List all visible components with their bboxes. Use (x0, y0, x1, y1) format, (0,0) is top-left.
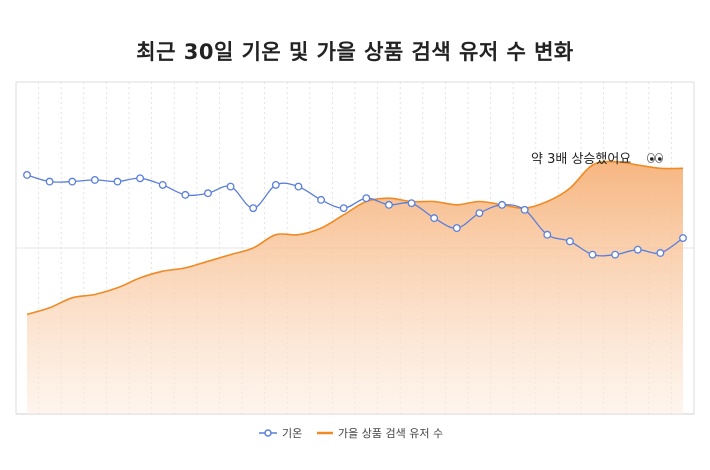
temperature-point[interactable] (633, 245, 642, 254)
temperature-point[interactable] (475, 209, 484, 218)
annotation: 약 3배 상승했어요 (531, 151, 664, 167)
temperature-point[interactable] (407, 199, 416, 208)
temperature-point[interactable] (679, 234, 687, 242)
temperature-point[interactable] (23, 171, 31, 179)
temperature-point[interactable] (113, 177, 122, 186)
temperature-point[interactable] (181, 190, 190, 199)
temperature-point[interactable] (520, 205, 529, 214)
legend-label-search: 가을 상품 검색 유저 수 (338, 427, 443, 440)
temperature-series (23, 171, 687, 259)
temperature-point[interactable] (204, 189, 212, 198)
temperature-point[interactable] (565, 237, 574, 246)
temperature-point[interactable] (384, 200, 393, 209)
temperature-point[interactable] (611, 250, 620, 259)
legend-label-temperature: 기온 (282, 427, 302, 440)
temperature-point[interactable] (588, 250, 597, 259)
search-area-fill (27, 161, 683, 414)
eyes-emoji-icon (647, 152, 664, 163)
temperature-point[interactable] (249, 204, 258, 213)
legend-item-temperature[interactable]: 기온 (259, 427, 302, 440)
annotation-text: 약 3배 상승했어요 (531, 151, 631, 167)
temperature-point[interactable] (226, 182, 235, 191)
temperature-point[interactable] (68, 177, 77, 186)
temperature-point[interactable] (136, 174, 145, 183)
temperature-point[interactable] (362, 194, 371, 203)
search-line (26, 160, 684, 316)
temperature-point[interactable] (90, 175, 99, 184)
legend: 기온 가을 상품 검색 유저 수 (259, 427, 443, 440)
legend-item-search[interactable]: 가을 상품 검색 유저 수 (317, 427, 443, 440)
temperature-point[interactable] (45, 177, 54, 186)
temperature-point[interactable] (452, 224, 461, 233)
temperature-point[interactable] (294, 182, 303, 191)
temperature-point[interactable] (317, 195, 326, 204)
temperature-point[interactable] (430, 214, 439, 223)
chart-title: 최근 30일 기온 및 가을 상품 검색 유저 수 변화 (136, 40, 574, 64)
temperature-point[interactable] (543, 230, 552, 239)
temperature-point[interactable] (656, 249, 665, 257)
temperature-point[interactable] (271, 180, 280, 189)
temperature-point[interactable] (498, 200, 506, 209)
temperature-point[interactable] (339, 204, 348, 213)
temperature-point[interactable] (158, 180, 167, 189)
search-area (26, 160, 684, 414)
